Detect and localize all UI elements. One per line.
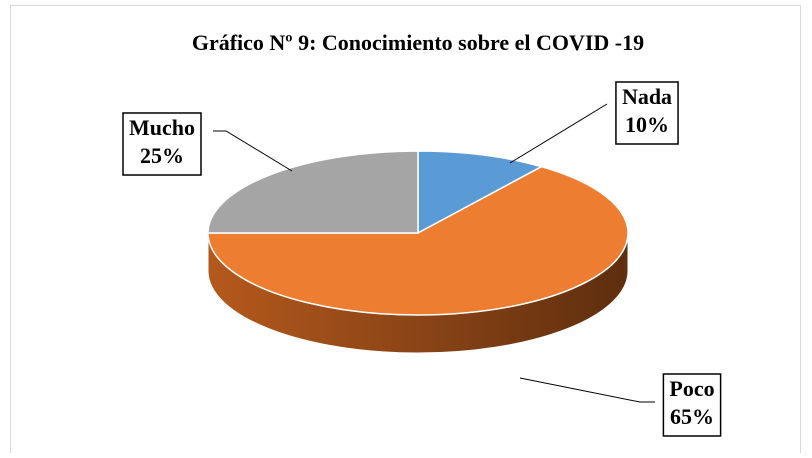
data-label-value: 65% xyxy=(670,404,714,429)
data-label-name: Nada xyxy=(622,84,672,109)
leader-line xyxy=(509,103,608,164)
leader-line xyxy=(213,130,293,172)
pie-slice xyxy=(207,165,629,316)
chart-title: Gráfico Nº 9: Conocimiento sobre el COVI… xyxy=(192,30,644,55)
label-box xyxy=(662,373,722,437)
pie-slice xyxy=(417,150,544,235)
data-label-value: 25% xyxy=(140,143,184,168)
data-label-name: Poco xyxy=(669,376,714,401)
pie-slice xyxy=(207,150,419,234)
data-label-name: Mucho xyxy=(129,115,195,140)
label-box xyxy=(122,112,202,176)
leader-line xyxy=(519,377,655,403)
label-box xyxy=(615,81,679,145)
data-label-value: 10% xyxy=(625,112,669,137)
